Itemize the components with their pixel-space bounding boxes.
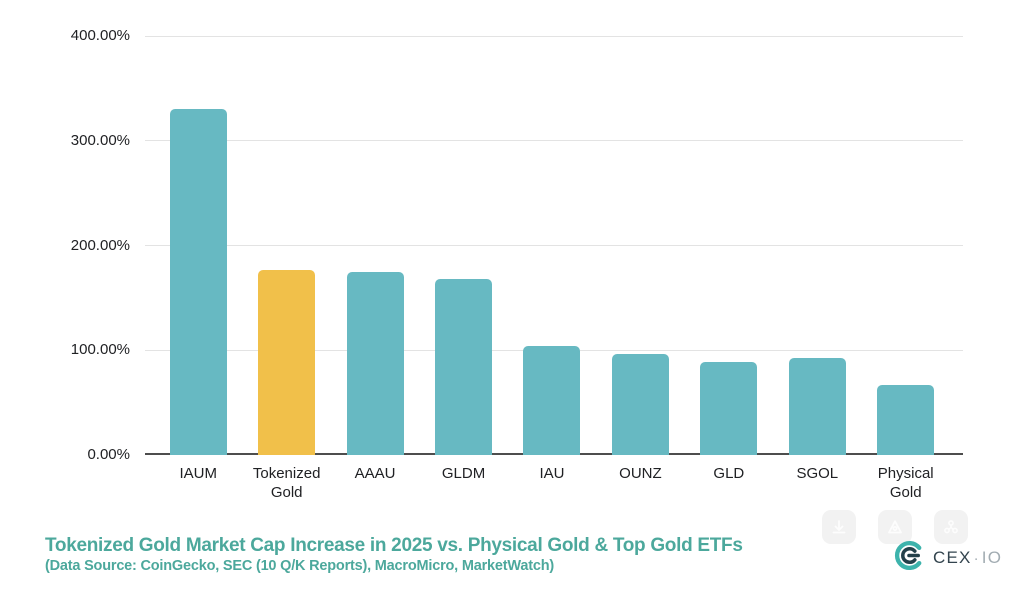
- logo-separator: ·: [973, 549, 980, 567]
- y-tick-0: 0.00%: [87, 446, 130, 463]
- bar-slot-sgol: [773, 36, 861, 455]
- bar-slot-ounz: [596, 36, 684, 455]
- x-label-gld: GLD: [713, 465, 745, 482]
- bar-slot-tokenized-gold: [242, 36, 330, 455]
- picture-button[interactable]: [878, 510, 912, 544]
- bars-layer: [154, 36, 950, 455]
- y-axis: 400.00% 300.00% 200.00% 100.00% 0.00%: [0, 0, 130, 500]
- logo-text-primary: CEX: [933, 548, 972, 567]
- bar-slot-gld: [685, 36, 773, 455]
- bar-sgol: [788, 357, 846, 455]
- bar-slot-gldm: [419, 36, 507, 455]
- cexio-logo-text: CEX · IO: [933, 548, 1002, 568]
- x-label-ounz: OUNZ: [619, 465, 662, 482]
- bar-aaau: [346, 271, 404, 455]
- y-tick-200: 200.00%: [70, 236, 130, 254]
- download-icon: [830, 518, 848, 536]
- bar-tokenized-gold: [258, 269, 316, 455]
- cexio-logo-icon: [894, 539, 927, 577]
- bar-gld: [700, 361, 758, 455]
- x-label-aaau: AAAU: [354, 465, 396, 482]
- gridline-300: [145, 140, 963, 142]
- gridline-200: [145, 245, 963, 246]
- x-label-physical-gold: Physical Gold: [877, 465, 934, 501]
- share-icon: [942, 518, 960, 536]
- logo-text-secondary: IO: [981, 548, 1003, 567]
- bar-slot-physical-gold: [862, 36, 950, 455]
- gridline-400: [145, 35, 963, 37]
- x-label-gldm: GLDM: [441, 465, 486, 482]
- cexio-logo[interactable]: CEX · IO: [894, 539, 1002, 577]
- chart-title: Tokenized Gold Market Cap Increase in 20…: [45, 535, 743, 556]
- share-button[interactable]: [934, 510, 968, 544]
- y-tick-400: 400.00%: [70, 27, 130, 44]
- chart-data-source: (Data Source: CoinGecko, SEC (10 Q/K Rep…: [45, 558, 554, 574]
- bar-gldm: [435, 279, 493, 455]
- y-tick-100: 100.00%: [70, 341, 130, 359]
- x-axis-labels: IAUM Tokenized Gold AAAU GLDM IAU OUNZ GLD SGOL…: [154, 464, 950, 502]
- bar-iaum: [169, 109, 227, 455]
- picture-icon: [886, 518, 904, 536]
- x-label-sgol: SGOL: [796, 465, 839, 482]
- bar-slot-aaau: [331, 36, 419, 455]
- x-label-iaum: IAUM: [179, 465, 217, 482]
- x-label-iau: IAU: [539, 465, 565, 482]
- x-label-tokenized-gold: Tokenized Gold: [252, 465, 321, 501]
- download-button[interactable]: [822, 510, 856, 544]
- bar-ounz: [611, 354, 669, 455]
- bar-iau: [523, 346, 581, 455]
- bar-physical-gold: [877, 384, 935, 455]
- y-tick-300: 300.00%: [70, 131, 130, 149]
- bar-slot-iau: [508, 36, 596, 455]
- bar-slot-iaum: [154, 36, 242, 455]
